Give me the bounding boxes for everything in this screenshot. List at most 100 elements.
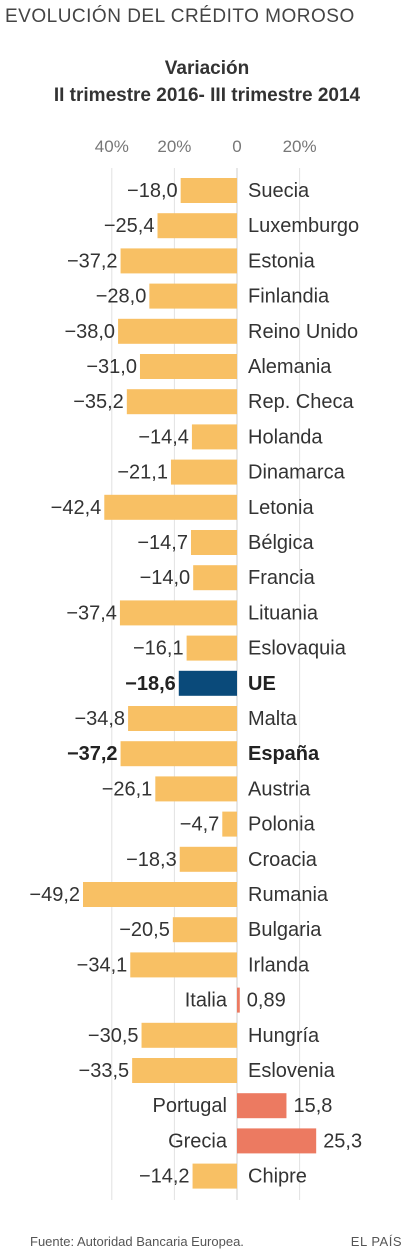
category-label: Estonia	[248, 250, 316, 272]
value-label: −14,4	[138, 426, 189, 448]
value-label: −31,0	[86, 356, 137, 378]
bar	[186, 635, 237, 661]
value-label: 25,3	[323, 1130, 362, 1152]
category-label: Holanda	[248, 426, 323, 448]
bar	[192, 1163, 237, 1189]
bar	[118, 318, 237, 344]
category-label: Polonia	[248, 814, 316, 836]
bar	[170, 459, 237, 485]
value-label: 0,89	[247, 990, 286, 1012]
value-label: −49,2	[29, 884, 80, 906]
bar	[132, 1058, 237, 1083]
value-label: −25,4	[104, 215, 155, 237]
value-label: −14,0	[140, 567, 191, 589]
value-label: −37,2	[67, 743, 118, 765]
category-label: Austria	[248, 778, 311, 800]
value-label: −33,5	[79, 1060, 130, 1082]
bar	[104, 494, 238, 520]
category-label: Bulgaria	[248, 919, 322, 941]
value-label: −42,4	[51, 497, 102, 519]
value-label: −14,2	[139, 1166, 190, 1188]
source-note: Fuente: Autoridad Bancaria Europea.	[30, 1234, 244, 1249]
category-label: Chipre	[248, 1166, 307, 1188]
bar	[191, 424, 237, 450]
chart-title: EVOLUCIÓN DEL CRÉDITO MOROSO	[5, 6, 355, 27]
category-label: Rumania	[248, 884, 329, 906]
category-label: Croacia	[248, 849, 318, 871]
category-label: Luxemburgo	[248, 215, 359, 237]
category-label: Reino Unido	[248, 321, 358, 343]
value-label: −16,1	[133, 638, 184, 660]
category-label: Portugal	[153, 1095, 228, 1117]
value-label: −30,5	[88, 1025, 139, 1047]
bar	[193, 565, 237, 591]
bar	[180, 178, 237, 203]
category-label: España	[248, 743, 320, 765]
value-label: −20,5	[119, 919, 170, 941]
category-label: UE	[248, 673, 276, 695]
value-label: −35,2	[73, 391, 124, 413]
bar	[178, 670, 237, 696]
category-label: Italia	[185, 990, 228, 1012]
category-label: Finlandia	[248, 286, 330, 308]
value-label: −18,6	[125, 673, 176, 695]
category-label: Letonia	[248, 497, 314, 519]
bar	[120, 248, 237, 274]
bar	[179, 846, 237, 872]
category-label: Alemania	[248, 356, 332, 378]
value-label: −4,7	[180, 814, 219, 836]
category-label: Hungría	[248, 1025, 320, 1047]
chart-subtitle-line-2: II trimestre 2016- III trimestre 2014	[53, 85, 361, 106]
value-label: −37,2	[67, 250, 118, 272]
value-label: −18,0	[127, 180, 178, 202]
value-label: −14,7	[137, 532, 188, 554]
chart-subtitle-line-1: Variación	[164, 58, 250, 79]
x-tick-label: 20%	[157, 137, 191, 156]
bar	[149, 283, 237, 309]
bar	[172, 917, 237, 943]
bar	[141, 1022, 237, 1048]
bar	[119, 600, 237, 626]
bar	[190, 530, 237, 555]
bar	[139, 354, 237, 379]
category-label: Bélgica	[248, 532, 314, 554]
x-tick-label: 0	[232, 137, 241, 156]
bar	[237, 987, 240, 1013]
value-label: 15,8	[293, 1095, 332, 1117]
bar-chart: 40% 20% 0 20% −18,0 Suecia −25,4 Luxemburgo −37…	[29, 137, 362, 1200]
bar	[120, 741, 237, 767]
bar	[237, 1093, 287, 1119]
category-label: Irlanda	[248, 954, 310, 976]
value-label: −21,1	[117, 462, 168, 484]
bar	[222, 811, 237, 837]
x-axis-tick-labels: 40% 20% 0 20%	[95, 137, 317, 156]
bar	[83, 882, 237, 907]
bars-group	[83, 178, 317, 1189]
category-label: Dinamarca	[248, 462, 346, 484]
bar	[157, 213, 237, 239]
category-label: Malta	[248, 708, 298, 730]
category-label: Francia	[248, 567, 316, 589]
bar	[155, 776, 237, 802]
category-label: Grecia	[168, 1130, 228, 1152]
category-label: Lituania	[248, 602, 319, 624]
value-label: −28,0	[96, 286, 147, 308]
category-label: Eslovenia	[248, 1060, 336, 1082]
category-label: Suecia	[248, 180, 310, 202]
value-label: −18,3	[126, 849, 177, 871]
bar	[130, 952, 237, 978]
bar	[237, 1128, 317, 1154]
value-label: −34,1	[77, 954, 128, 976]
value-label: −37,4	[66, 602, 117, 624]
labels-group: −18,0 Suecia −25,4 Luxemburgo −37,2 Estonia −2…	[29, 180, 362, 1188]
brand-name: EL PAÍS	[350, 1234, 402, 1249]
value-label: −38,0	[64, 321, 115, 343]
value-label: −34,8	[74, 708, 125, 730]
bar	[126, 389, 237, 415]
category-label: Eslovaquia	[248, 638, 347, 660]
category-label: Rep. Checa	[248, 391, 354, 413]
x-tick-label: 20%	[283, 137, 317, 156]
bar	[128, 706, 237, 731]
x-tick-label: 40%	[95, 137, 129, 156]
value-label: −26,1	[102, 778, 153, 800]
